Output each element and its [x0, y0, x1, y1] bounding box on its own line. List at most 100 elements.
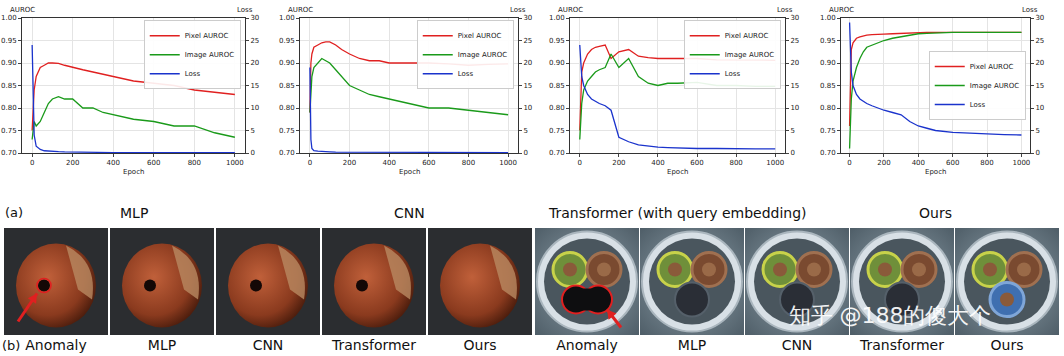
svg-text:AUROC: AUROC — [829, 6, 854, 14]
svg-text:0.80: 0.80 — [1, 104, 17, 112]
svg-text:30: 30 — [250, 14, 259, 22]
svg-text:1.00: 1.00 — [1, 14, 17, 22]
svg-text:30: 30 — [1035, 14, 1044, 22]
svg-text:200: 200 — [612, 159, 625, 167]
svg-text:1000: 1000 — [1012, 159, 1030, 167]
svg-text:400: 400 — [107, 159, 120, 167]
svg-text:Loss: Loss — [510, 6, 526, 14]
svg-text:0.95: 0.95 — [549, 37, 565, 45]
svg-text:Pixel AUROC: Pixel AUROC — [458, 32, 502, 40]
svg-text:(a): (a) — [5, 205, 23, 220]
svg-text:AUROC: AUROC — [288, 6, 313, 14]
svg-text:Pixel AUROC: Pixel AUROC — [725, 32, 769, 40]
svg-text:0.70: 0.70 — [1, 149, 17, 157]
svg-text:20: 20 — [1035, 59, 1044, 67]
svg-text:0: 0 — [30, 159, 34, 167]
svg-text:25: 25 — [790, 37, 799, 45]
svg-text:1000: 1000 — [766, 159, 784, 167]
svg-text:20: 20 — [523, 59, 532, 67]
svg-text:800: 800 — [980, 159, 993, 167]
svg-text:200: 200 — [877, 159, 890, 167]
svg-text:Ours: Ours — [919, 205, 952, 221]
svg-text:AUROC: AUROC — [10, 6, 35, 14]
svg-text:0.85: 0.85 — [279, 82, 295, 90]
svg-text:Image AUROC: Image AUROC — [725, 51, 774, 59]
svg-text:0.95: 0.95 — [1, 37, 17, 45]
svg-text:0.85: 0.85 — [549, 82, 565, 90]
svg-text:Loss: Loss — [970, 101, 986, 109]
svg-text:Loss: Loss — [237, 6, 253, 14]
svg-text:200: 200 — [343, 159, 356, 167]
svg-text:MLP: MLP — [678, 337, 706, 353]
svg-text:Ours: Ours — [464, 337, 497, 353]
svg-text:0: 0 — [1035, 149, 1039, 157]
svg-text:15: 15 — [523, 82, 532, 90]
svg-text:CNN: CNN — [782, 337, 813, 353]
svg-text:0.90: 0.90 — [820, 59, 836, 67]
svg-text:800: 800 — [188, 159, 201, 167]
svg-text:5: 5 — [250, 127, 254, 135]
svg-text:AUROC: AUROC — [558, 6, 583, 14]
svg-text:400: 400 — [651, 159, 664, 167]
svg-text:MLP: MLP — [120, 205, 148, 221]
svg-text:1000: 1000 — [499, 159, 517, 167]
svg-text:(b): (b) — [2, 338, 20, 353]
svg-text:0: 0 — [578, 159, 582, 167]
svg-text:20: 20 — [250, 59, 259, 67]
svg-text:Loss: Loss — [185, 70, 201, 78]
svg-text:MLP: MLP — [148, 337, 176, 353]
svg-text:30: 30 — [523, 14, 532, 22]
svg-text:0.70: 0.70 — [820, 149, 836, 157]
svg-text:10: 10 — [523, 104, 532, 112]
svg-text:0.80: 0.80 — [279, 104, 295, 112]
svg-text:10: 10 — [250, 104, 259, 112]
svg-text:Loss: Loss — [725, 70, 741, 78]
svg-text:400: 400 — [912, 159, 925, 167]
svg-text:5: 5 — [523, 127, 527, 135]
svg-text:1000: 1000 — [226, 159, 244, 167]
svg-text:10: 10 — [790, 104, 799, 112]
svg-text:0.75: 0.75 — [279, 127, 295, 135]
svg-text:0: 0 — [250, 149, 254, 157]
svg-text:0: 0 — [790, 149, 794, 157]
svg-text:Ours: Ours — [991, 337, 1024, 353]
svg-text:800: 800 — [462, 159, 475, 167]
svg-text:0.85: 0.85 — [1, 82, 17, 90]
svg-text:0.75: 0.75 — [549, 127, 565, 135]
svg-text:400: 400 — [382, 159, 395, 167]
svg-text:Epoch: Epoch — [399, 168, 420, 176]
svg-text:5: 5 — [790, 127, 794, 135]
svg-text:0: 0 — [523, 149, 527, 157]
svg-text:200: 200 — [66, 159, 79, 167]
svg-text:0.75: 0.75 — [1, 127, 17, 135]
svg-text:Loss: Loss — [1022, 6, 1038, 14]
svg-text:600: 600 — [690, 159, 703, 167]
svg-text:Transformer: Transformer — [859, 337, 944, 353]
svg-text:CNN: CNN — [394, 205, 425, 221]
svg-text:Epoch: Epoch — [123, 168, 144, 176]
svg-text:10: 10 — [1035, 104, 1044, 112]
svg-text:0.90: 0.90 — [279, 59, 295, 67]
svg-text:CNN: CNN — [253, 337, 284, 353]
svg-text:Pixel AUROC: Pixel AUROC — [970, 63, 1014, 71]
svg-text:0: 0 — [847, 159, 851, 167]
svg-text:Image AUROC: Image AUROC — [458, 51, 507, 59]
svg-text:800: 800 — [729, 159, 742, 167]
svg-text:Transformer: Transformer — [331, 337, 416, 353]
svg-text:0: 0 — [308, 159, 312, 167]
svg-text:Loss: Loss — [777, 6, 793, 14]
svg-text:Pixel AUROC: Pixel AUROC — [185, 32, 229, 40]
svg-text:0.70: 0.70 — [549, 149, 565, 157]
svg-text:0.80: 0.80 — [549, 104, 565, 112]
svg-text:0.90: 0.90 — [1, 59, 17, 67]
svg-text:0.95: 0.95 — [279, 37, 295, 45]
svg-text:Image AUROC: Image AUROC — [970, 82, 1019, 90]
svg-text:25: 25 — [523, 37, 532, 45]
svg-text:15: 15 — [1035, 82, 1044, 90]
svg-text:Image AUROC: Image AUROC — [185, 51, 234, 59]
svg-text:5: 5 — [1035, 127, 1039, 135]
svg-text:0.85: 0.85 — [820, 82, 836, 90]
svg-text:0.95: 0.95 — [820, 37, 836, 45]
svg-text:Anomaly: Anomaly — [556, 337, 617, 353]
svg-text:Transformer (with query embedd: Transformer (with query embedding) — [548, 205, 807, 221]
